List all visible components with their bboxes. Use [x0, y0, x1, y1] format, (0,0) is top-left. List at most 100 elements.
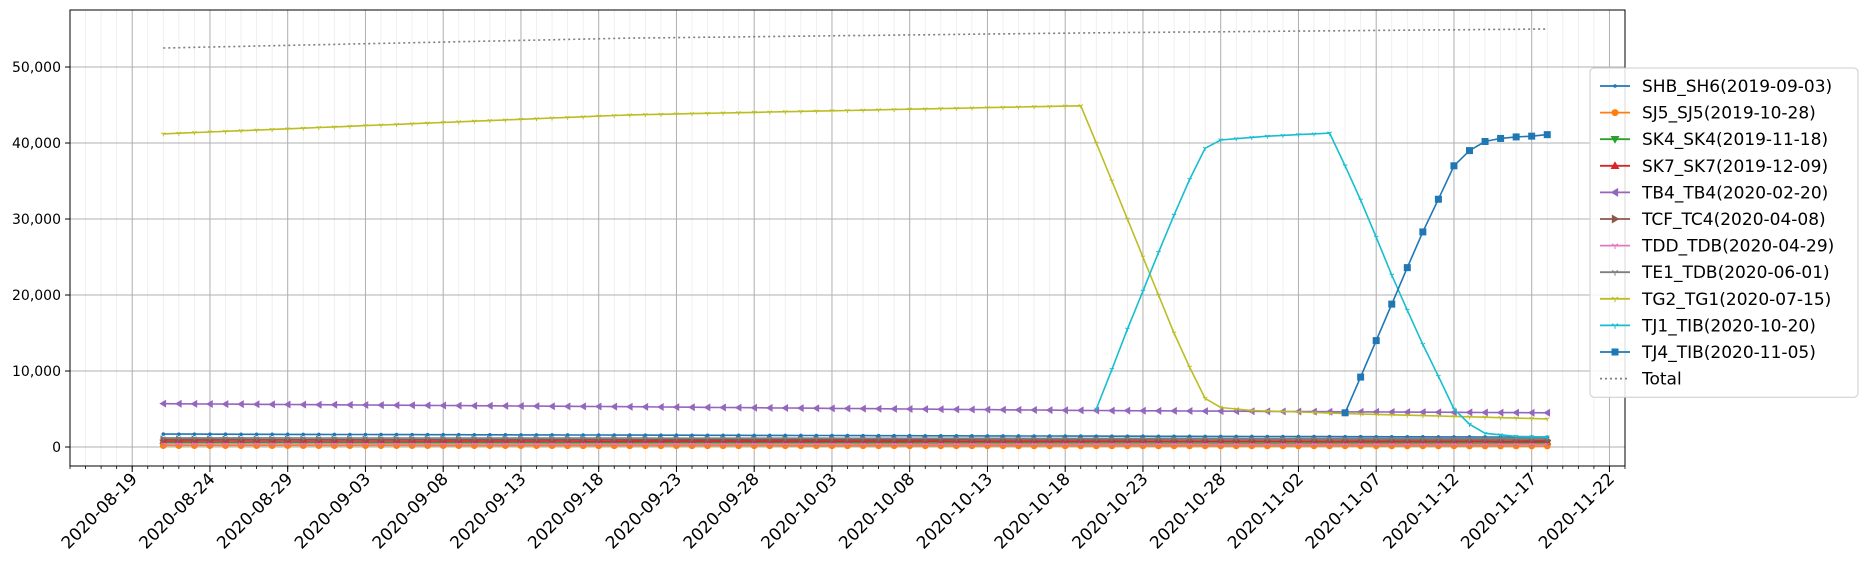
- marker-stroke: [1547, 442, 1550, 445]
- data-point: [969, 442, 975, 447]
- marker-stroke: [287, 442, 291, 445]
- marker-stroke: [1267, 442, 1270, 445]
- data-point: [1610, 136, 1620, 144]
- data-point: [1451, 442, 1457, 447]
- legend-item[interactable]: SK4_SK4(2019-11-18): [1600, 130, 1828, 150]
- data-point: [314, 400, 322, 409]
- marker-stroke: [645, 436, 648, 439]
- data-point: [1280, 409, 1286, 415]
- data-point: [1311, 410, 1317, 416]
- marker-stroke: [1375, 235, 1379, 238]
- legend-item[interactable]: TB4_TB4(2020-02-20): [1600, 183, 1828, 203]
- legend-item[interactable]: Total: [1600, 370, 1682, 390]
- marker-stroke: [642, 442, 646, 445]
- marker-stroke: [505, 118, 508, 121]
- marker-stroke: [285, 127, 288, 130]
- data-point: [1045, 406, 1053, 415]
- legend-item[interactable]: TJ1_TIB(2020-10-20): [1600, 316, 1816, 336]
- marker-stroke: [1313, 442, 1317, 445]
- marker-stroke: [425, 442, 428, 445]
- data-point: [441, 432, 446, 437]
- marker-stroke: [676, 442, 679, 445]
- marker-stroke: [1189, 436, 1193, 439]
- marker-stroke: [1140, 255, 1144, 258]
- marker-stroke: [194, 442, 197, 445]
- marker-stroke: [627, 436, 631, 439]
- marker-stroke: [425, 436, 428, 439]
- data-point: [796, 404, 804, 413]
- marker-stroke: [1298, 132, 1301, 136]
- marker-stroke: [691, 111, 695, 115]
- data-point: [1063, 434, 1067, 438]
- data-point: [1481, 408, 1488, 417]
- legend-item[interactable]: TJ4_TIB(2020-11-05): [1600, 343, 1816, 363]
- marker-stroke: [878, 442, 882, 445]
- marker-stroke: [1467, 436, 1470, 440]
- data-point: [394, 432, 399, 437]
- marker-stroke: [331, 436, 335, 439]
- legend-item[interactable]: SK7_SK7(2019-12-09): [1600, 157, 1828, 177]
- data-point: [487, 118, 493, 124]
- data-point: [1156, 293, 1161, 298]
- data-point: [1451, 407, 1457, 412]
- marker-stroke: [1142, 442, 1146, 445]
- marker-stroke: [1500, 436, 1504, 440]
- data-point: [317, 432, 321, 437]
- marker-stroke: [862, 108, 866, 111]
- marker-stroke: [160, 436, 164, 439]
- data-point: [1280, 442, 1286, 447]
- marker-stroke: [876, 436, 879, 439]
- x-tick-label: 2020-09-18: [524, 469, 608, 553]
- marker-stroke: [876, 442, 879, 445]
- data-point: [1264, 436, 1270, 441]
- marker-stroke: [1469, 442, 1472, 445]
- data-point: [1171, 436, 1177, 441]
- marker-stroke: [738, 436, 742, 439]
- x-tick-label: 2020-09-08: [369, 469, 453, 553]
- data-point: [643, 433, 648, 437]
- marker-stroke: [456, 442, 459, 445]
- data-point: [1342, 164, 1348, 169]
- marker-stroke: [1469, 415, 1472, 418]
- data-point: [300, 442, 306, 447]
- legend-item[interactable]: SHB_SH6(2019-09-03): [1600, 77, 1832, 97]
- data-point: [985, 436, 990, 441]
- marker-stroke: [847, 108, 850, 111]
- legend-item[interactable]: TDD_TDB(2020-04-29): [1600, 237, 1834, 257]
- data-point: [876, 442, 882, 447]
- data-point: [456, 436, 462, 441]
- data-point: [627, 442, 633, 447]
- data-point: [1611, 243, 1619, 250]
- data-point: [1187, 436, 1193, 441]
- marker-stroke: [751, 110, 755, 113]
- marker-stroke: [458, 436, 462, 439]
- marker-stroke: [1544, 417, 1548, 420]
- legend-item[interactable]: TG2_TG1(2020-07-15): [1600, 290, 1831, 310]
- data-point: [1093, 407, 1099, 412]
- data-point: [1016, 105, 1021, 110]
- marker-stroke: [614, 436, 617, 439]
- marker-stroke: [1156, 436, 1159, 439]
- data-point: [1611, 214, 1620, 224]
- marker-stroke: [1313, 132, 1317, 135]
- marker-stroke: [409, 436, 413, 439]
- legend-item[interactable]: SJ5_SJ5(2019-10-28): [1600, 104, 1816, 124]
- marker-stroke: [1373, 235, 1377, 238]
- legend-item[interactable]: TCF_TC4(2020-04-08): [1600, 210, 1826, 230]
- marker-stroke: [1109, 367, 1113, 370]
- legend[interactable]: SHB_SH6(2019-09-03) SJ5_SJ5(2019-10-28) SK…: [1589, 67, 1859, 398]
- data-point: [207, 130, 213, 135]
- marker-stroke: [1204, 442, 1208, 445]
- marker-stroke: [1311, 436, 1315, 439]
- marker-stroke: [1375, 442, 1379, 445]
- marker-stroke: [751, 436, 755, 439]
- data-point: [252, 400, 260, 409]
- marker-stroke: [565, 115, 568, 118]
- marker-stroke: [582, 442, 586, 445]
- marker-stroke: [1093, 436, 1097, 439]
- marker-stroke: [1220, 442, 1224, 445]
- legend-item[interactable]: TE1_TDB(2020-06-01): [1600, 263, 1830, 283]
- marker-stroke: [565, 442, 568, 445]
- legend-label: TCF_TC4(2020-04-08): [1641, 210, 1826, 230]
- marker-stroke: [207, 442, 211, 445]
